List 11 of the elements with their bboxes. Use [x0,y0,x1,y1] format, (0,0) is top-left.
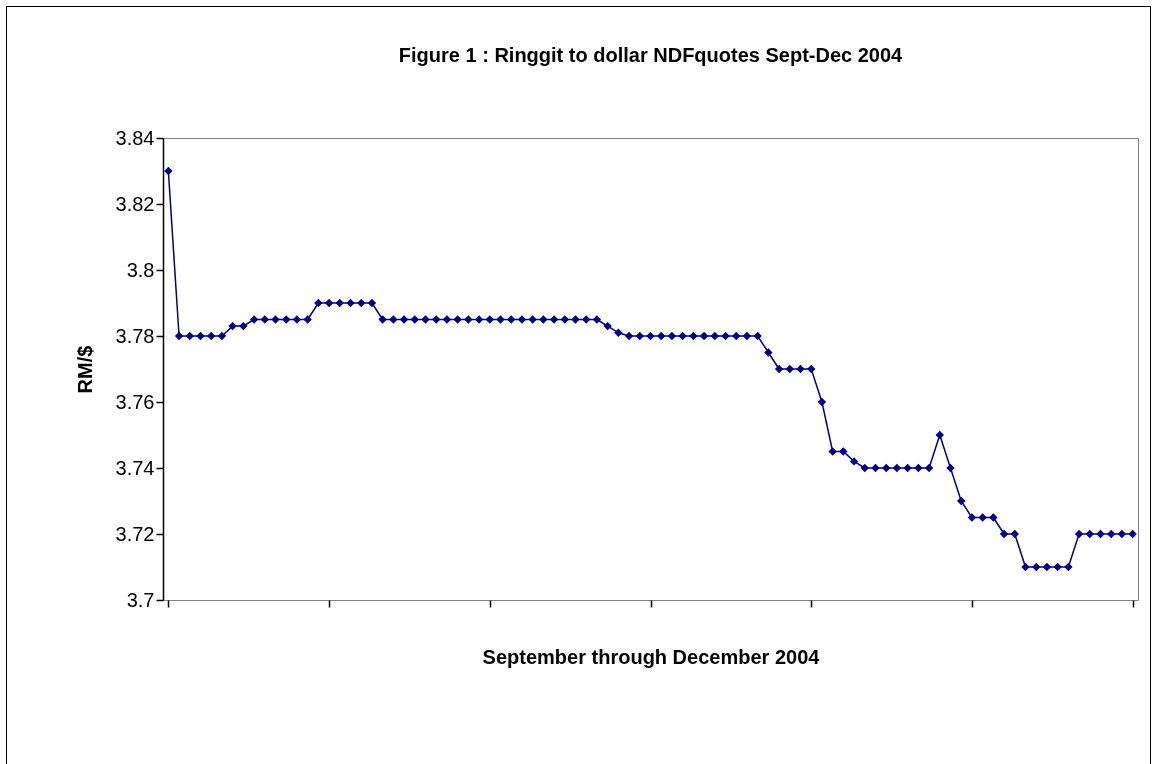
y-tick-label: 3.78 [115,324,155,347]
x-axis-title: September through December 2004 [482,646,821,669]
y-tick-label: 3.84 [115,126,155,149]
chart-title: Figure 1 : Ringgit to dollar NDFquotes Sept-Dec 2004 [398,44,904,66]
y-tick-label: 3.82 [115,192,155,215]
y-tick-label: 3.8 [126,258,155,281]
y-tick-label: 3.76 [115,390,155,413]
y-axis-title: RM/$ [73,345,96,394]
y-tick-label: 3.72 [115,522,155,545]
y-tick-label: 3.74 [115,456,155,479]
y-tick-label: 3.7 [126,588,155,611]
